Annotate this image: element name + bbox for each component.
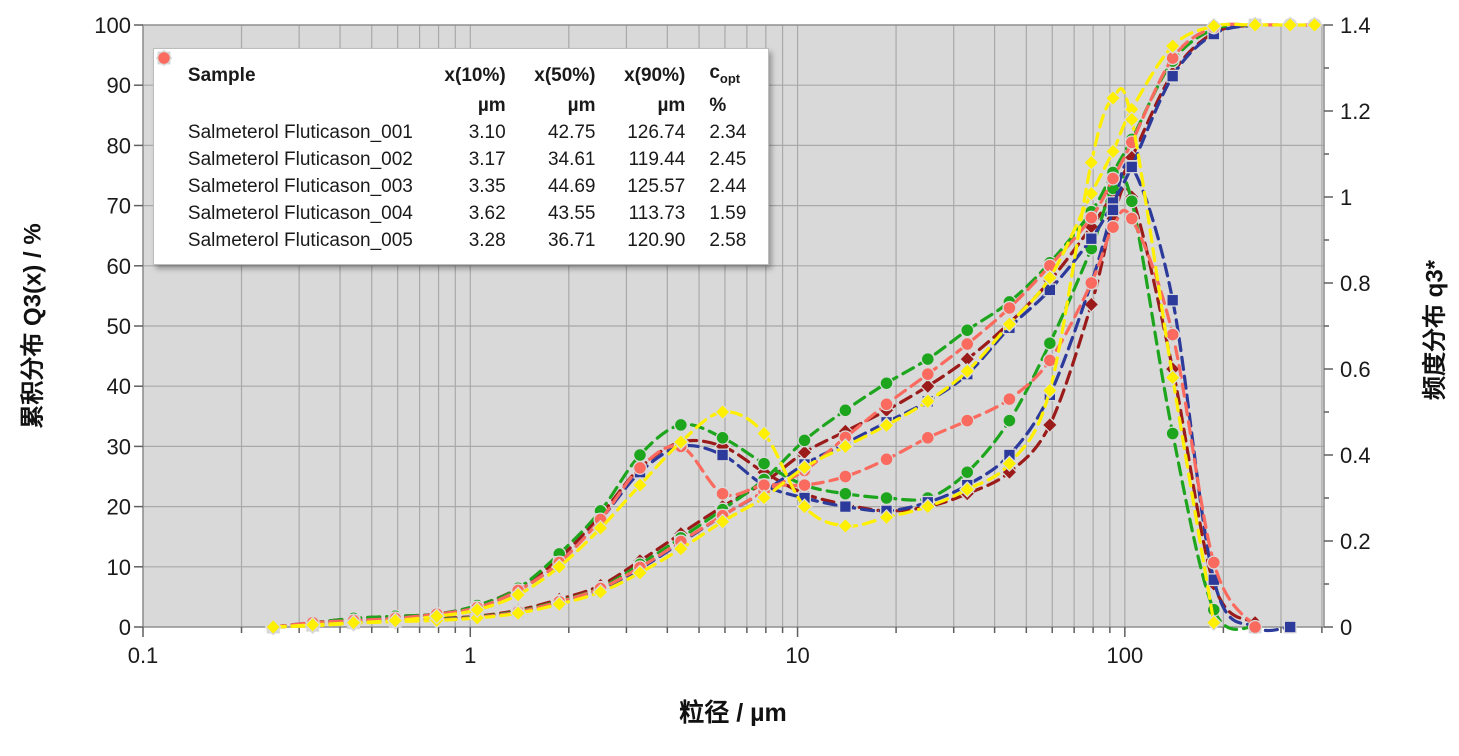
svg-text:40: 40 xyxy=(107,374,131,399)
legend-col-copt: copt xyxy=(709,62,741,86)
circle-marker-icon xyxy=(156,50,186,173)
x50-value: 36.71 xyxy=(547,229,596,251)
x90-value: 119.44 xyxy=(628,148,686,170)
series-group xyxy=(264,16,1323,636)
svg-text:0.2: 0.2 xyxy=(1340,529,1371,554)
svg-text:100: 100 xyxy=(1106,643,1143,668)
x10-value: 3.62 xyxy=(468,202,506,224)
sample-name: Salmeterol Fluticason_005 xyxy=(187,229,413,251)
x10-value: 3.10 xyxy=(468,121,506,143)
svg-text:0.8: 0.8 xyxy=(1340,271,1371,296)
diamond-marker-icon xyxy=(155,49,186,227)
svg-text:1.2: 1.2 xyxy=(1340,99,1371,124)
x90-value: 125.57 xyxy=(627,175,686,197)
square-marker-icon xyxy=(157,51,186,200)
svg-text:100: 100 xyxy=(94,13,131,38)
sample-name: Salmeterol Fluticason_001 xyxy=(187,121,413,143)
svg-text:20: 20 xyxy=(107,495,131,520)
copt-value: 2.45 xyxy=(709,148,747,170)
svg-text:1: 1 xyxy=(464,643,476,668)
legend-unit-copt: % xyxy=(709,94,727,116)
legend-table: Sample x(10%) x(50%) x(90%) copt µm µm µ… xyxy=(155,49,760,254)
legend-unit-x50: µm xyxy=(567,94,596,116)
sample-name: Salmeterol Fluticason_004 xyxy=(187,202,413,224)
x-axis-title: 粒径 / µm xyxy=(679,699,787,727)
x10-value: 3.28 xyxy=(468,229,506,251)
circle-marker-icon xyxy=(156,50,186,254)
axes xyxy=(134,24,1333,637)
legend-row: Salmeterol Fluticason_004 3.62 43.55 113.73… xyxy=(155,49,760,227)
x50-value: 34.61 xyxy=(547,148,596,170)
svg-text:0.6: 0.6 xyxy=(1340,357,1371,382)
x90-value: 120.90 xyxy=(627,229,686,251)
diamond-marker-icon xyxy=(155,49,186,146)
legend-unit-x10: µm xyxy=(477,94,506,116)
tick-labels: 0.1 1 10 100 0 10 20 30 40 50 60 70 80 90 100 0 0.2 0.4 0.… xyxy=(94,13,1370,668)
legend-col-x50: x(50%) xyxy=(534,64,596,86)
x50-value: 43.55 xyxy=(547,202,596,224)
legend-col-x10: x(10%) xyxy=(444,64,506,86)
x50-value: 44.69 xyxy=(547,175,596,197)
y-left-axis-title: 累积分布 Q3(x) / % xyxy=(19,223,47,429)
sample-name: Salmeterol Fluticason_002 xyxy=(187,148,413,170)
svg-text:0.4: 0.4 xyxy=(1340,443,1371,468)
svg-text:0: 0 xyxy=(1340,615,1352,640)
copt-value: 1.59 xyxy=(709,202,747,224)
sample-name: Salmeterol Fluticason_003 xyxy=(187,175,413,197)
x50-value: 42.75 xyxy=(547,121,596,143)
copt-value: 2.44 xyxy=(709,175,747,197)
series-Salmeterol Fluticason_004 xyxy=(264,16,1323,636)
svg-text:10: 10 xyxy=(107,555,131,580)
legend-header-row: Sample x(10%) x(50%) x(90%) copt xyxy=(162,59,760,92)
legend-box: Sample x(10%) x(50%) x(90%) copt µm µm µ… xyxy=(153,48,769,265)
svg-text:0: 0 xyxy=(119,615,131,640)
svg-text:60: 60 xyxy=(107,254,131,279)
legend-row: Salmeterol Fluticason_005 3.28 36.71 120.90… xyxy=(156,50,760,254)
svg-text:90: 90 xyxy=(107,73,131,98)
svg-text:1: 1 xyxy=(1340,185,1352,210)
svg-text:80: 80 xyxy=(107,133,131,158)
legend-row: Salmeterol Fluticason_001 3.10 42.75 126.74… xyxy=(155,49,760,146)
legend-row: Salmeterol Fluticason_002 3.17 34.61 119.44… xyxy=(156,50,760,173)
svg-text:70: 70 xyxy=(107,194,131,219)
svg-text:30: 30 xyxy=(107,434,131,459)
svg-text:50: 50 xyxy=(107,314,131,339)
x90-value: 126.74 xyxy=(627,121,686,143)
svg-text:1.4: 1.4 xyxy=(1340,13,1371,38)
copt-value: 2.34 xyxy=(709,121,747,143)
copt-value: 2.58 xyxy=(709,229,747,251)
legend-unit-x90: µm xyxy=(657,94,686,116)
legend-col-x90: x(90%) xyxy=(624,64,686,86)
y-right-axis-title: 频度分布 q3* xyxy=(1421,259,1449,401)
svg-text:10: 10 xyxy=(785,643,809,668)
legend-units-row: µm µm µm % xyxy=(162,92,760,119)
x10-value: 3.17 xyxy=(468,148,506,170)
svg-text:0.1: 0.1 xyxy=(128,643,159,668)
x90-value: 113.73 xyxy=(628,202,686,224)
legend-row: Salmeterol Fluticason_003 3.35 44.69 125.57… xyxy=(157,51,760,200)
legend-col-sample: Sample xyxy=(187,64,256,86)
x10-value: 3.35 xyxy=(468,175,506,197)
